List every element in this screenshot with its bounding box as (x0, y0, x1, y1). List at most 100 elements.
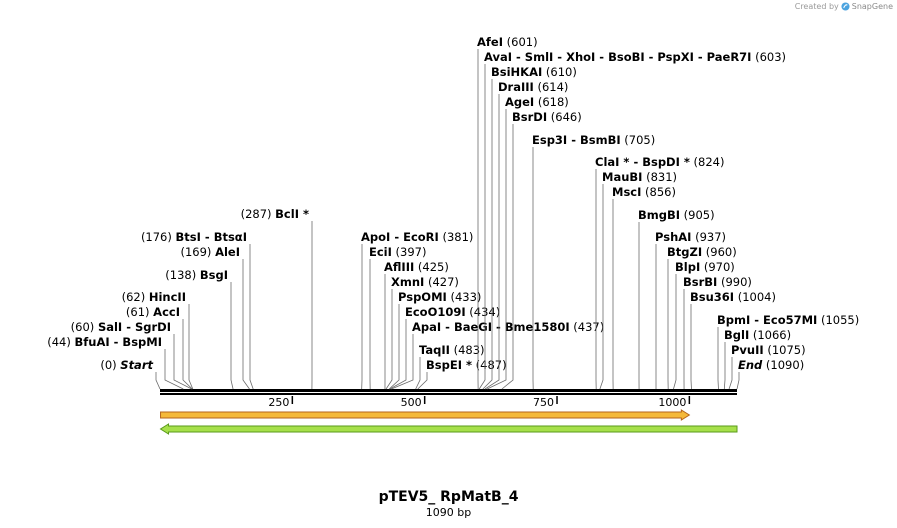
site-connector-line (388, 304, 400, 390)
restriction-site: End (1090) (736, 358, 804, 390)
restriction-site: AflIII (425) (384, 260, 449, 390)
restriction-site: BtgZI (960) (667, 245, 737, 390)
site-position: (856) (641, 185, 676, 199)
site-enzyme-name: ClaI * - BspDI * (595, 155, 690, 169)
site-label: PspOMI (433) (398, 290, 481, 304)
site-connector-line (385, 289, 393, 390)
site-enzyme-name: DraIII (498, 80, 534, 94)
site-position: (287) (241, 207, 276, 221)
site-connector-line (242, 259, 250, 390)
site-enzyme-name: HincII (149, 290, 186, 304)
restriction-site: Esp3I - BsmBI (705) (532, 133, 655, 390)
site-label: BsrDI (646) (512, 110, 582, 124)
site-label: ClaI * - BspDI * (824) (595, 155, 725, 169)
site-connector-line (164, 349, 184, 390)
restriction-site: PspOMI (433) (388, 290, 481, 390)
site-connector-line (482, 79, 493, 390)
site-label: (169) AleI (180, 245, 240, 259)
site-label: EcoO109I (434) (405, 305, 500, 319)
map-title: pTEV5_ RpMatB_4 (378, 489, 519, 505)
site-position: (601) (503, 35, 538, 49)
site-enzyme-name: AgeI (505, 95, 534, 109)
scale-tick-label: 1000 (658, 396, 686, 409)
restriction-site: EcoO109I (434) (389, 305, 500, 390)
restriction-site: BsiHKAI (610) (482, 65, 577, 390)
site-enzyme-name: MauBI (602, 170, 642, 184)
restriction-site: (169) AleI (180, 245, 250, 390)
site-enzyme-name: BpmI - Eco57MI (717, 313, 817, 327)
site-label: ApoI - EcoRI (381) (361, 230, 473, 244)
site-label: ApaI - BaeGI - Bme1580I (437) (412, 320, 604, 334)
site-position: (618) (534, 95, 569, 109)
site-position: (1090) (762, 358, 804, 372)
site-enzyme-name: End (738, 358, 763, 372)
site-enzyme-name: BsrBI (683, 275, 717, 289)
site-enzyme-name: Esp3I - BsmBI (532, 133, 621, 147)
site-connector-line (417, 372, 428, 390)
site-position: (0) (100, 358, 120, 372)
site-enzyme-name: BtgZI (667, 245, 702, 259)
site-enzyme-name: Start (120, 358, 153, 372)
site-connector-line (599, 184, 604, 390)
site-connector-line (478, 64, 486, 390)
restriction-site: ClaI * - BspDI * (824) (595, 155, 725, 390)
site-position: (831) (642, 170, 677, 184)
site-position: (705) (621, 133, 656, 147)
site-position: (61) (126, 305, 153, 319)
site-label: (60) SalI - SgrDI (71, 320, 171, 334)
restriction-site: (138) BsgI (165, 268, 234, 390)
site-enzyme-name: BmgBI (638, 208, 680, 222)
site-label: (62) HincII (122, 290, 186, 304)
restriction-site: (61) AccI (126, 305, 193, 390)
site-enzyme-name: PspOMI (398, 290, 447, 304)
site-label: XmnI (427) (391, 275, 459, 289)
site-label: BsrBI (990) (683, 275, 752, 289)
restriction-site: BsrDI (646) (501, 110, 582, 390)
site-enzyme-name: AflIII (384, 260, 414, 274)
site-position: (1075) (764, 343, 806, 357)
site-label: Esp3I - BsmBI (705) (532, 133, 655, 147)
forward-feature-arrow (160, 409, 691, 421)
restriction-site: EciI (397) (369, 245, 427, 390)
restriction-site: (0) Start (100, 358, 161, 390)
site-position: (610) (542, 65, 577, 79)
site-connector-line (484, 94, 500, 390)
site-position: (1004) (734, 290, 776, 304)
site-label: AflIII (425) (384, 260, 449, 274)
site-position: (44) (47, 335, 74, 349)
site-position: (646) (547, 110, 582, 124)
restriction-site: AvaI - SmlI - XhoI - BsoBI - PspXI - Pae… (478, 50, 786, 390)
site-connector-line (182, 319, 193, 390)
site-position: (487) (472, 358, 507, 372)
site-connector-line (486, 109, 507, 390)
restriction-site: (60) SalI - SgrDI (71, 320, 192, 390)
site-position: (1066) (749, 328, 791, 342)
restriction-site: (287) BclI * (241, 207, 313, 390)
site-connector-line (673, 274, 677, 390)
site-label: MscI (856) (612, 185, 676, 199)
scale-tick-label: 750 (533, 396, 554, 409)
site-connector-line (249, 244, 254, 390)
site-label: BlpI (970) (675, 260, 735, 274)
site-enzyme-name: ApoI - EcoRI (361, 230, 439, 244)
backbone-bottom-strand (160, 393, 737, 395)
restriction-site: BglI (1066) (723, 328, 791, 390)
site-enzyme-name: AvaI - SmlI - XhoI - BsoBI - PspXI - Pae… (484, 50, 751, 64)
restriction-site: MauBI (831) (599, 170, 677, 390)
sequence-length: 1090 bp (425, 506, 472, 519)
site-position: (176) (141, 230, 176, 244)
site-enzyme-name: AleI (215, 245, 240, 259)
site-enzyme-name: AccI (153, 305, 180, 319)
site-label: BsiHKAI (610) (491, 65, 577, 79)
site-label: (287) BclI * (241, 207, 309, 221)
restriction-site: (176) BtsI - BtsαI (141, 230, 254, 390)
site-position: (483) (450, 343, 485, 357)
restriction-site: XmnI (427) (385, 275, 459, 390)
restriction-site: BpmI - Eco57MI (1055) (717, 313, 859, 390)
restriction-site: AfeI (601) (477, 35, 538, 390)
site-label: BmgBI (905) (638, 208, 715, 222)
site-label: End (1090) (738, 358, 804, 372)
site-position: (905) (680, 208, 715, 222)
site-position: (427) (424, 275, 459, 289)
site-enzyme-name: BfuAI - BspMI (75, 335, 162, 349)
